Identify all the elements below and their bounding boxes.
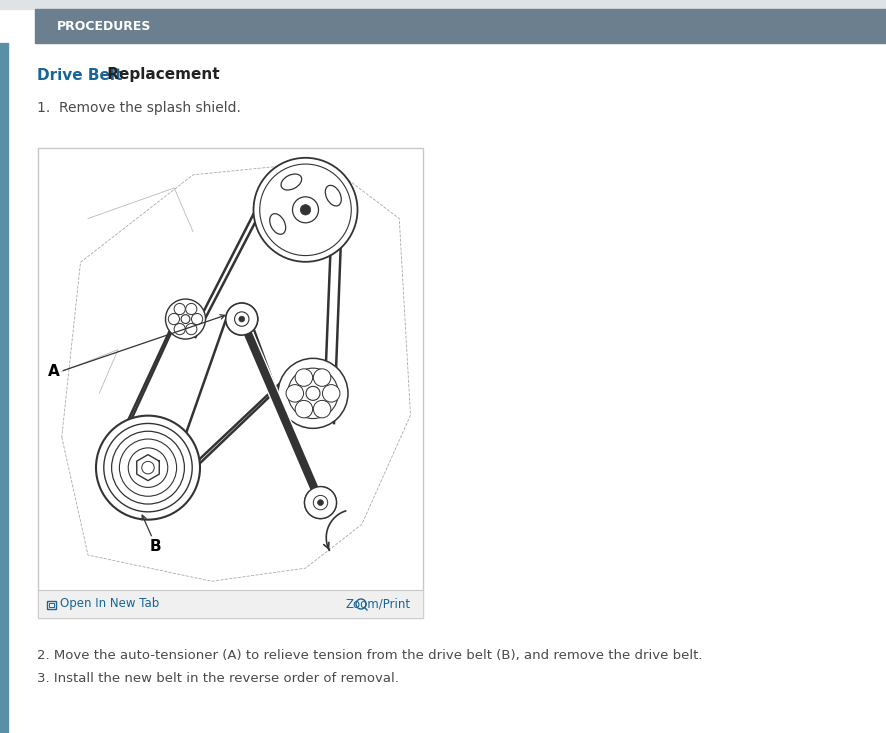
Circle shape <box>305 487 337 519</box>
Circle shape <box>306 386 320 400</box>
Ellipse shape <box>281 174 301 190</box>
Circle shape <box>260 164 351 256</box>
Circle shape <box>96 416 200 520</box>
Circle shape <box>175 303 185 314</box>
Circle shape <box>120 439 176 496</box>
Bar <box>35 9 886 43</box>
Circle shape <box>317 500 323 506</box>
Circle shape <box>235 312 249 326</box>
Text: Replacement: Replacement <box>102 67 220 83</box>
Circle shape <box>186 323 197 335</box>
Text: 3. Install the new belt in the reverse order of removal.: 3. Install the new belt in the reverse o… <box>37 671 399 685</box>
Circle shape <box>128 448 167 487</box>
Circle shape <box>186 303 197 314</box>
Text: Open In New Tab: Open In New Tab <box>60 597 159 611</box>
Circle shape <box>166 299 206 339</box>
Circle shape <box>278 358 348 428</box>
Circle shape <box>323 385 340 402</box>
Circle shape <box>305 487 337 519</box>
Ellipse shape <box>269 214 285 235</box>
Circle shape <box>288 368 338 419</box>
Circle shape <box>292 196 318 223</box>
Circle shape <box>181 314 190 323</box>
Circle shape <box>295 369 313 386</box>
Circle shape <box>317 500 323 506</box>
Circle shape <box>314 400 330 418</box>
Circle shape <box>226 303 258 335</box>
Circle shape <box>142 461 154 474</box>
Circle shape <box>104 424 192 512</box>
Circle shape <box>253 158 357 262</box>
Circle shape <box>314 496 328 509</box>
Bar <box>49 603 54 607</box>
Circle shape <box>239 316 245 322</box>
Text: A: A <box>48 364 59 379</box>
Circle shape <box>168 314 180 325</box>
Circle shape <box>314 496 328 509</box>
Bar <box>38 148 423 618</box>
Circle shape <box>239 316 245 322</box>
Bar <box>0 43 8 733</box>
Circle shape <box>226 303 258 335</box>
Text: 2. Move the auto-tensioner (A) to relieve tension from the drive belt (B), and r: 2. Move the auto-tensioner (A) to reliev… <box>37 649 703 661</box>
Text: 1.  Remove the splash shield.: 1. Remove the splash shield. <box>37 101 241 115</box>
Bar <box>0 0 886 9</box>
Ellipse shape <box>325 185 341 206</box>
Circle shape <box>235 312 249 326</box>
Circle shape <box>191 314 203 325</box>
Bar <box>47 601 56 609</box>
Text: B: B <box>150 539 161 554</box>
Text: Drive Belt: Drive Belt <box>37 67 122 83</box>
Circle shape <box>286 385 304 402</box>
Circle shape <box>314 369 330 386</box>
Circle shape <box>300 205 311 215</box>
Circle shape <box>295 400 313 418</box>
Text: Zoom/Print: Zoom/Print <box>346 597 411 611</box>
Circle shape <box>112 431 184 504</box>
Circle shape <box>175 323 185 335</box>
Bar <box>38 590 423 618</box>
Text: PROCEDURES: PROCEDURES <box>57 20 152 32</box>
